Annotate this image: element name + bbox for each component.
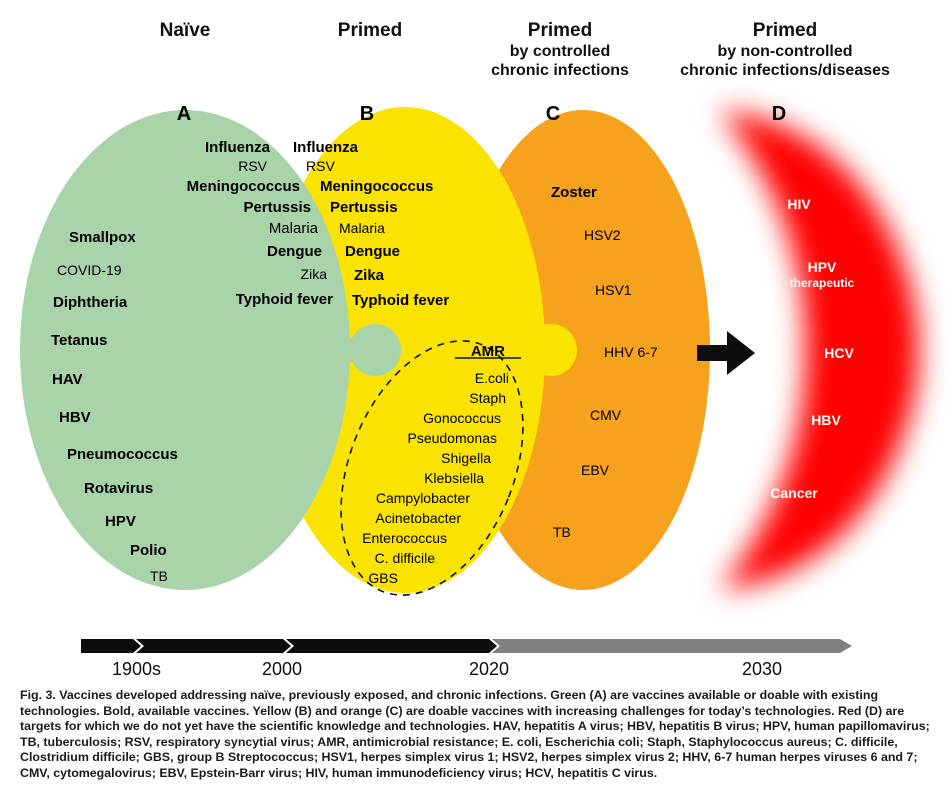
timeline-segment: [286, 639, 497, 653]
timeline-segment: [81, 639, 141, 653]
yellow-items: Influenza RSV Meningococcus Pertussis Ma…: [293, 139, 449, 309]
caption-fig-label: Fig. 3.: [20, 688, 56, 702]
timeline-bar: [81, 639, 852, 653]
header-primed: Primed: [310, 20, 430, 42]
orange-item: HHV 6-7: [604, 344, 658, 360]
red-items: HIV HPV therapeutic HCV HBV Cancer: [770, 196, 854, 501]
green-item: Polio: [130, 542, 167, 559]
yellow-item: Malaria: [339, 220, 385, 236]
green-item: Pneumococcus: [67, 446, 178, 463]
yellow-ellipse: [265, 107, 545, 593]
amr-outline: [340, 340, 524, 596]
yellow-item: Zika: [354, 267, 385, 284]
header-primed-noncontrolled-subtitle: by non-controlled chronic infections/dis…: [680, 43, 890, 79]
amr-item: Pseudomonas: [407, 430, 497, 446]
red-crescent: [720, 110, 920, 590]
shared-item: Zika: [301, 266, 328, 282]
vaccine-diagram: A B C D Influenza RSV Meningococcus Pert…: [20, 103, 920, 653]
orange-item: EBV: [581, 462, 610, 478]
progress-arrow: [697, 331, 755, 375]
green-item: Tetanus: [51, 332, 107, 349]
yellow-item: Influenza: [293, 139, 359, 156]
header-primed-noncontrolled-title: Primed: [752, 20, 818, 41]
green-item: Diphtheria: [53, 294, 128, 311]
yellow-shape: [265, 107, 577, 593]
letter-d: D: [772, 103, 786, 125]
shared-item: Dengue: [267, 243, 322, 260]
red-item-sub: therapeutic: [790, 276, 855, 290]
orange-item: HSV1: [595, 282, 632, 298]
orange-item: HSV2: [584, 227, 621, 243]
green-knob-neck: [340, 338, 364, 362]
header-naive: Naïve: [130, 20, 240, 42]
yellow-item: Typhoid fever: [352, 292, 449, 309]
amr-item: Campylobacter: [376, 490, 470, 506]
green-items: Smallpox COVID-19 Diphtheria Tetanus HAV…: [51, 229, 178, 584]
yellow-knob-neck: [535, 338, 555, 362]
green-item: HBV: [59, 409, 91, 426]
shared-item: Influenza: [205, 139, 271, 156]
orange-items: Zoster HSV2 HSV1 HHV 6-7 CMV EBV TB: [551, 184, 658, 540]
green-item: TB: [150, 568, 168, 584]
header-primed-noncontrolled: Primed by non-controlled chronic infecti…: [640, 20, 930, 80]
yellow-item: Dengue: [345, 243, 400, 260]
orange-item: TB: [553, 524, 571, 540]
red-item: HCV: [824, 345, 854, 361]
header-primed-title: Primed: [337, 20, 403, 41]
timeline-segment-future: [492, 639, 852, 653]
amr-item: Shigella: [441, 450, 491, 466]
red-item: Cancer: [770, 485, 818, 501]
header-primed-controlled-title: Primed: [527, 20, 593, 41]
caption-text: Vaccines developed addressing naïve, pre…: [20, 688, 930, 780]
letter-c: C: [546, 103, 560, 125]
red-crescent-shape: [720, 110, 920, 590]
timeline-label-2030: 2030: [742, 659, 783, 679]
amr-items: AMR E.coli Staph Gonococcus Pseudomonas …: [362, 343, 509, 586]
amr-item: GBS: [368, 570, 398, 586]
orange-item: CMV: [590, 407, 622, 423]
header-primed-controlled-subtitle: by controlled chronic infections: [491, 43, 629, 79]
letter-b: B: [360, 103, 374, 125]
green-item: COVID-19: [57, 262, 122, 278]
letter-a: A: [177, 103, 191, 125]
amr-item: E.coli: [475, 370, 509, 386]
green-shape: [20, 110, 401, 590]
timeline-label-2000: 2000: [262, 659, 303, 679]
shared-item: Malaria: [269, 220, 319, 237]
header-primed-controlled: Primed by controlled chronic infections: [460, 20, 660, 80]
green-ellipse: [20, 110, 350, 590]
amr-item: Acinetobacter: [375, 510, 461, 526]
green-item: HAV: [52, 371, 83, 388]
yellow-item: Pertussis: [330, 199, 398, 216]
timeline-label-2020: 2020: [469, 659, 510, 679]
red-item: HIV: [787, 196, 811, 212]
figure-caption: Fig. 3. Vaccines developed addressing na…: [20, 688, 935, 782]
shared-item: Pertussis: [243, 199, 311, 216]
amr-item: Enterococcus: [362, 530, 447, 546]
yellow-item: Meningococcus: [320, 178, 433, 195]
red-item: HPV: [808, 259, 837, 275]
amr-item: C. difficile: [375, 550, 436, 566]
amr-item: Gonococcus: [423, 410, 501, 426]
red-item: HBV: [811, 412, 841, 428]
yellow-item: RSV: [306, 158, 335, 174]
amr-title: AMR: [471, 343, 505, 360]
green-item: Rotavirus: [84, 480, 153, 497]
shared-items: Influenza RSV Meningococcus Pertussis Ma…: [187, 139, 334, 308]
amr-item: Staph: [469, 390, 506, 406]
shared-item: Typhoid fever: [236, 291, 333, 308]
header-naive-title: Naïve: [159, 20, 211, 41]
timeline-label-1900s: 1900s: [112, 659, 162, 679]
orange-item: Zoster: [551, 184, 597, 201]
timeline-segment: [136, 639, 291, 653]
green-knob: [349, 324, 401, 376]
shared-item: Meningococcus: [187, 178, 300, 195]
shared-item: RSV: [238, 158, 267, 174]
amr-item: Klebsiella: [424, 470, 484, 486]
green-item: HPV: [105, 513, 136, 530]
green-item: Smallpox: [69, 229, 136, 246]
